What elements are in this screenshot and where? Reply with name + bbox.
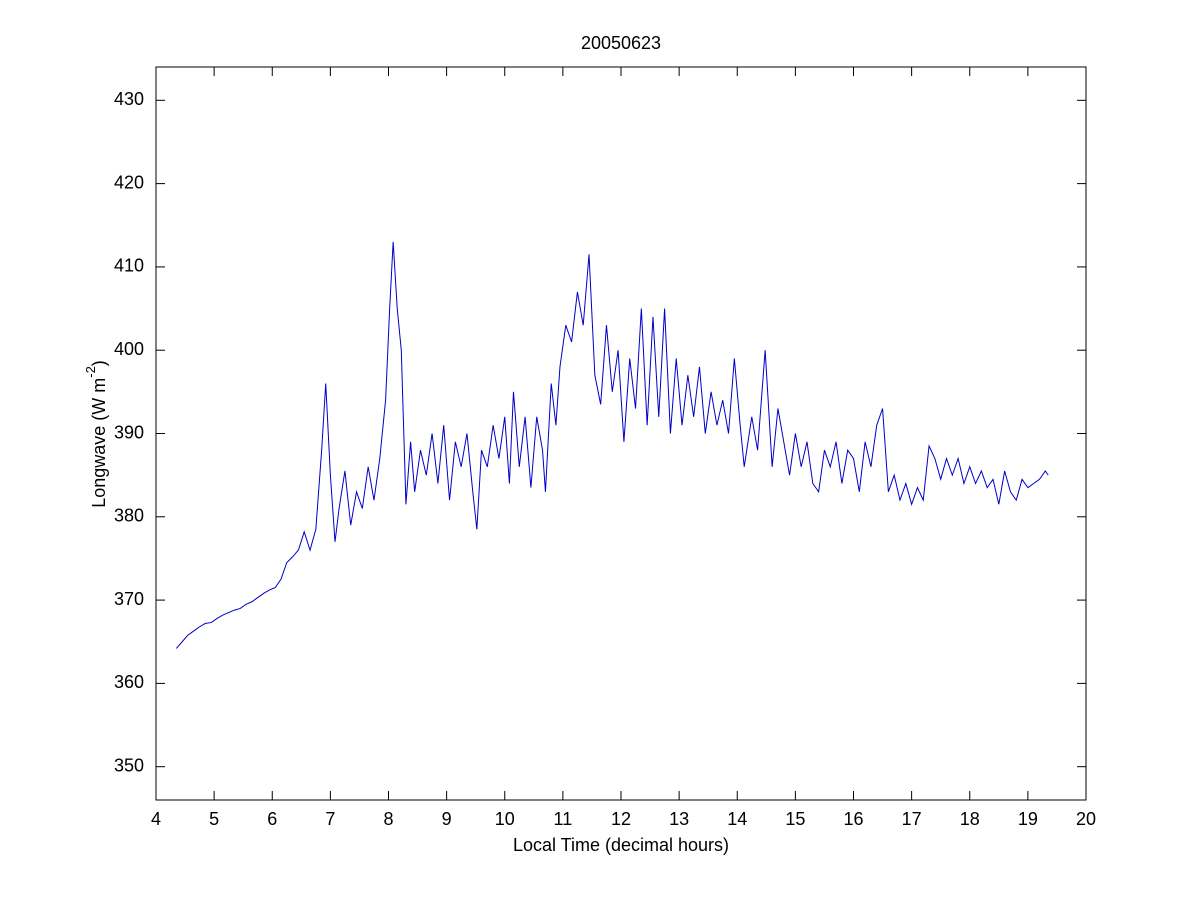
x-tick-label: 12 xyxy=(611,809,631,829)
x-tick-label: 9 xyxy=(442,809,452,829)
chart-title: 20050623 xyxy=(581,33,661,53)
x-tick-label: 15 xyxy=(785,809,805,829)
x-tick-label: 5 xyxy=(209,809,219,829)
x-tick-label: 8 xyxy=(383,809,393,829)
data-line xyxy=(175,241,1049,649)
y-tick-label: 430 xyxy=(114,89,144,109)
y-label-suffix: ) xyxy=(89,360,109,366)
y-tick-label: 380 xyxy=(114,506,144,526)
y-tick-label: 400 xyxy=(114,339,144,359)
x-tick-label: 11 xyxy=(554,809,573,829)
x-axis-label: Local Time (decimal hours) xyxy=(513,835,729,855)
x-tick-label: 10 xyxy=(495,809,515,829)
x-tick-label: 6 xyxy=(267,809,277,829)
y-tick-label: 390 xyxy=(114,422,144,442)
plot-frame xyxy=(155,66,1087,801)
x-tick-label: 19 xyxy=(1018,809,1038,829)
y-tick-label: 370 xyxy=(114,589,144,609)
y-label-text: Longwave (W m xyxy=(89,378,109,508)
x-tick-label: 4 xyxy=(151,809,161,829)
x-tick-label: 7 xyxy=(325,809,335,829)
y-axis-label: Longwave (W m-2) xyxy=(83,360,108,508)
x-tick-label: 18 xyxy=(960,809,980,829)
x-tick-label: 13 xyxy=(669,809,689,829)
y-tick-label: 360 xyxy=(114,672,144,692)
x-tick-label: 17 xyxy=(902,809,922,829)
y-tick-label: 410 xyxy=(114,256,144,276)
x-tick-label: 20 xyxy=(1076,809,1096,829)
x-tick-label: 14 xyxy=(727,809,747,829)
y-tick-label: 420 xyxy=(114,172,144,192)
x-tick-label: 16 xyxy=(843,809,863,829)
y-tick-label: 350 xyxy=(114,755,144,775)
y-label-sup: -2 xyxy=(83,366,98,378)
